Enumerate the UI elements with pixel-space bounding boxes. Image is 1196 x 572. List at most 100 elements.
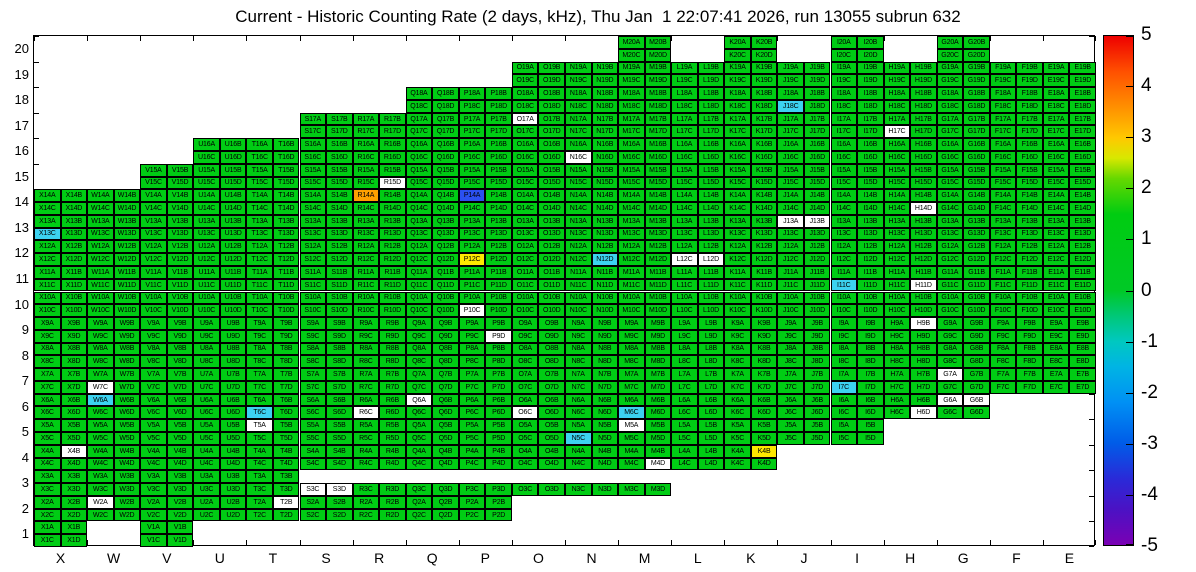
bin-S7B: S7B: [326, 368, 353, 381]
bin-E13D: E13D: [1069, 227, 1096, 241]
bin-M8D: M8D: [644, 355, 672, 369]
cell-O19: O19A O19B O19C O19D: [511, 61, 565, 88]
bin-I16B: I16B: [857, 138, 884, 151]
bin-W7D: W7D: [113, 380, 141, 394]
bin-G20A: G20A: [936, 36, 964, 49]
bin-X6C: X6C: [34, 406, 61, 420]
colorbar-tick: [1126, 392, 1133, 394]
bin-G19A: G19A: [936, 61, 964, 75]
cell-Q4: Q4A Q4B Q4C Q4D: [405, 444, 459, 471]
bin-T10C: T10C: [246, 304, 273, 318]
bin-R16D: R16D: [379, 150, 406, 164]
cell-O9: O9A O9B O9C O9D: [511, 317, 565, 343]
bin-G16C: G16C: [936, 150, 964, 164]
bin-U8D: U8D: [219, 355, 247, 369]
bin-P11A: P11A: [458, 265, 486, 279]
bin-V9B: V9B: [166, 317, 194, 330]
bin-P13A: P13A: [458, 214, 486, 228]
cell-T10: T10A T10B T10C T10D: [246, 291, 300, 318]
bin-X10B: X10B: [60, 291, 88, 305]
bin-I11B: I11B: [857, 265, 884, 279]
bin-S9D: S9D: [326, 329, 353, 343]
bin-I6C: I6C: [830, 406, 858, 420]
cell-I16: I16A I16B I16C I16D: [830, 138, 884, 164]
bin-I11A: I11A: [830, 265, 858, 279]
bin-V6A: V6A: [140, 393, 167, 407]
bin-J8A: J8A: [777, 342, 804, 356]
bin-T11D: T11D: [272, 278, 300, 292]
bin-L4A: L4A: [671, 444, 698, 458]
bin-N15A: N15A: [565, 163, 592, 177]
bin-R2D: R2D: [379, 508, 406, 522]
bin-P6B: P6B: [485, 393, 512, 407]
bin-F19B: F19B: [1016, 61, 1043, 75]
bin-G16D: G16D: [963, 150, 990, 164]
bin-T13C: T13C: [246, 227, 273, 241]
bin-T10D: T10D: [272, 304, 300, 318]
bin-P8C: P8C: [458, 355, 486, 369]
bin-X2C: X2C: [34, 508, 61, 522]
bin-X2D: X2D: [60, 508, 88, 522]
bin-I15A: I15A: [830, 163, 858, 177]
bin-L10A: L10A: [671, 291, 698, 305]
bin-L7C: L7C: [671, 380, 698, 394]
bin-K18D: K18D: [750, 99, 778, 113]
bin-W9D: W9D: [113, 329, 141, 343]
bin-Q13A: Q13A: [405, 214, 433, 228]
bin-P13B: P13B: [485, 214, 512, 228]
cell-O11: O11A O11B O11C O11D: [511, 265, 565, 292]
bin-L6B: L6B: [697, 393, 725, 407]
bin-R12D: R12D: [379, 253, 406, 266]
x-axis-label-P: P: [480, 550, 491, 566]
cell-J18: J18A J18B J18C J18D: [777, 87, 831, 113]
cell-Q9: Q9A Q9B Q9C Q9D: [405, 317, 459, 343]
bin-J8D: J8D: [803, 355, 831, 369]
bin-J14C: J14C: [777, 202, 804, 215]
bin-S9C: S9C: [299, 329, 327, 343]
bin-T6C: T6C: [246, 406, 273, 420]
bin-H19D: H19D: [910, 74, 937, 88]
cell-P12: P12A P12B P12C P12D: [458, 240, 512, 266]
bin-F11C: F11C: [989, 278, 1017, 292]
bin-Q6A: Q6A: [405, 393, 433, 407]
x-axis-tick: [989, 36, 991, 41]
bin-Q16D: Q16D: [432, 150, 459, 164]
cell-M5: M5A M5B M5C M5D: [618, 419, 672, 445]
bin-O8B: O8B: [538, 342, 565, 356]
cell-S3: S3C S3D: [299, 470, 353, 496]
bin-J6A: J6A: [777, 393, 804, 407]
bin-T8C: T8C: [246, 355, 273, 369]
cell-Q13: Q13A Q13B Q13C Q13D: [405, 214, 459, 241]
bin-K4B: K4B: [750, 444, 778, 458]
bin-J8B: J8B: [803, 342, 831, 356]
x-axis-tick: [830, 540, 832, 545]
bin-P17A: P17A: [458, 112, 486, 126]
bin-N5D: N5D: [591, 432, 619, 445]
bin-X7A: X7A: [34, 368, 61, 381]
bin-J12C: J12C: [777, 253, 804, 266]
bin-K10C: K10C: [724, 304, 751, 318]
cell-H9: H9A H9B H9C H9D: [883, 317, 937, 343]
bin-N19A: N19A: [565, 61, 592, 75]
bin-I12C: I12C: [830, 253, 858, 266]
bin-W10D: W10D: [113, 304, 141, 318]
bin-I16D: I16D: [857, 150, 884, 164]
bin-G18C: G18C: [936, 99, 964, 113]
bin-E8A: E8A: [1042, 342, 1070, 356]
cell-K8: K8A K8B K8C K8D: [724, 342, 778, 369]
bin-K9D: K9D: [750, 329, 778, 343]
cell-N5: N5A N5B N5C N5D: [565, 419, 619, 445]
cell-F15: F15A F15B F15C F15D: [989, 163, 1043, 190]
bin-W9C: W9C: [87, 329, 114, 343]
bin-T8D: T8D: [272, 355, 300, 369]
bin-U6C: U6C: [193, 406, 220, 420]
bin-U7D: U7D: [219, 380, 247, 394]
bin-Q3D: Q3D: [432, 483, 459, 496]
bin-Q12A: Q12A: [405, 240, 433, 254]
bin-I8A: I8A: [830, 342, 858, 356]
bin-P2B: P2B: [485, 495, 512, 509]
cell-P11: P11A P11B P11C P11D: [458, 265, 512, 292]
bin-W14D: W14D: [113, 202, 141, 215]
bin-G7B: G7B: [963, 368, 990, 381]
